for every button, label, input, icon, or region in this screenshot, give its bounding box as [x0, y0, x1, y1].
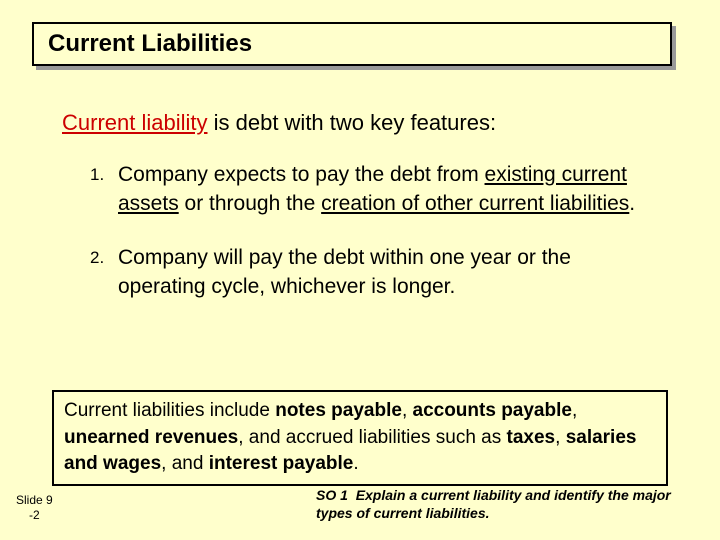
callout-b3: unearned revenues: [64, 427, 238, 448]
feature-list: 1. Company expects to pay the debt from …: [90, 160, 650, 326]
item1-underline-2: creation of other current liabilities: [321, 192, 629, 215]
item1-post: .: [629, 192, 635, 215]
slide-num-line2: -2: [16, 508, 53, 522]
callout-lead: Current liabilities include: [64, 400, 275, 421]
slide-number: Slide 9 -2: [16, 493, 53, 522]
callout-b1: notes payable: [275, 400, 402, 421]
so-text: Explain a current liability and identify…: [316, 487, 671, 521]
callout-b4: taxes: [507, 427, 556, 448]
list-text-2: Company will pay the debt within one yea…: [118, 243, 650, 302]
list-number-2: 2.: [90, 243, 118, 302]
callout-box: Current liabilities include notes payabl…: [52, 390, 668, 486]
title-box: Current Liabilities: [32, 22, 672, 66]
so-label: SO 1: [316, 487, 348, 503]
intro-line: Current liability is debt with two key f…: [62, 110, 662, 136]
list-item: 1. Company expects to pay the debt from …: [90, 160, 650, 219]
callout-s5: , and: [161, 453, 209, 474]
slide-title: Current Liabilities: [48, 30, 656, 58]
study-objective: SO 1 Explain a current liability and ide…: [316, 487, 696, 522]
callout-s4: ,: [555, 427, 566, 448]
callout-s2: ,: [572, 400, 577, 421]
callout-s6: .: [353, 453, 358, 474]
item1-mid: or through the: [179, 192, 321, 215]
callout-b6: interest payable: [209, 453, 354, 474]
callout-b2: accounts payable: [413, 400, 572, 421]
list-item: 2. Company will pay the debt within one …: [90, 243, 650, 302]
list-text-1: Company expects to pay the debt from exi…: [118, 160, 650, 219]
item1-pre: Company expects to pay the debt from: [118, 163, 485, 186]
callout-s3: , and accrued liabilities such as: [238, 427, 506, 448]
callout-text: Current liabilities include notes payabl…: [64, 398, 656, 478]
intro-rest: is debt with two key features:: [208, 110, 497, 135]
list-number-1: 1.: [90, 160, 118, 219]
intro-term: Current liability: [62, 110, 208, 135]
intro-text: Current liability is debt with two key f…: [62, 110, 496, 135]
slide-num-line1: Slide 9: [16, 493, 53, 507]
callout-s1: ,: [402, 400, 413, 421]
